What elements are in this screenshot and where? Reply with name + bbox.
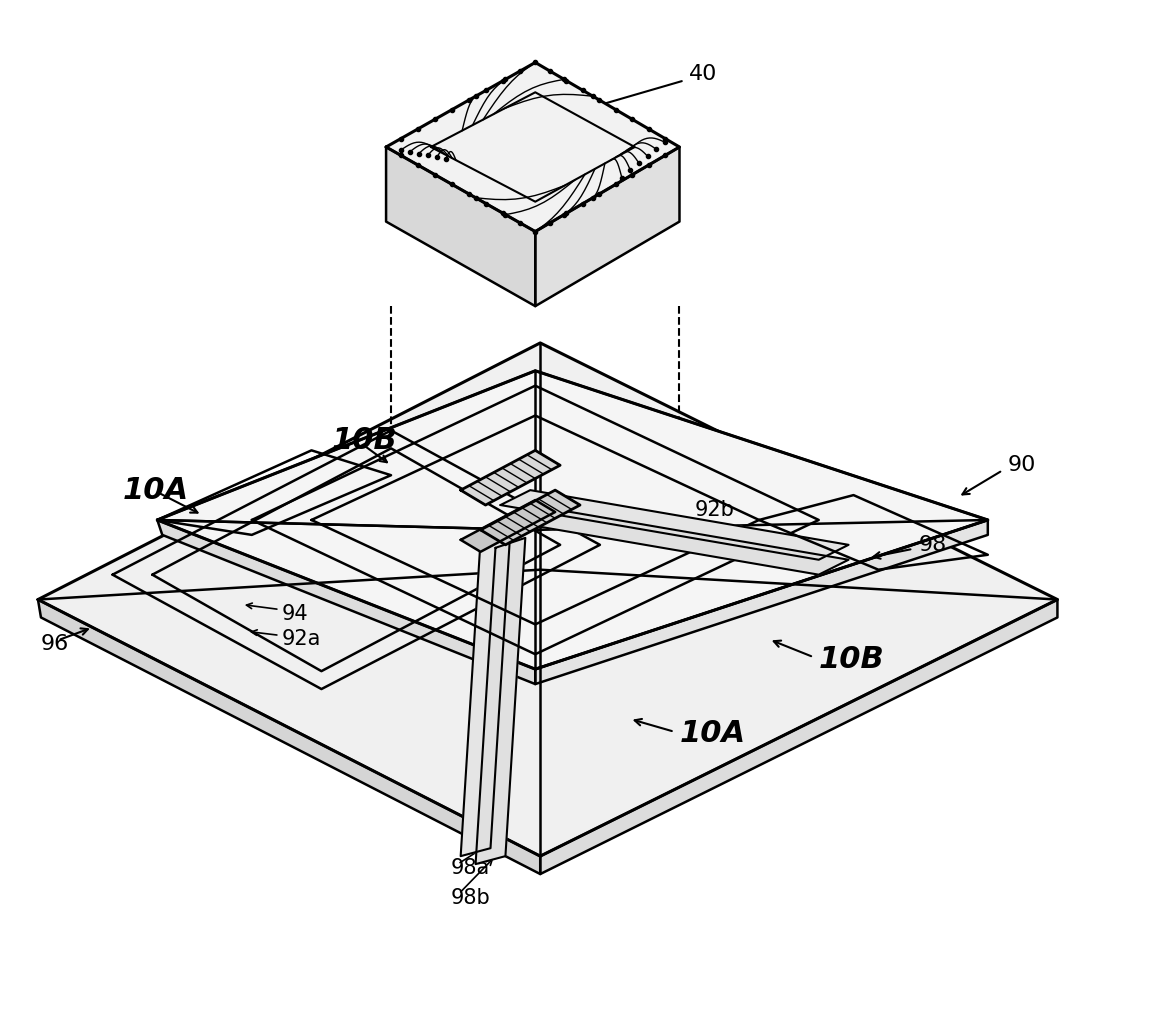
Polygon shape bbox=[475, 538, 526, 865]
Text: 10B: 10B bbox=[819, 645, 884, 673]
Polygon shape bbox=[535, 520, 988, 684]
Polygon shape bbox=[535, 147, 680, 306]
Polygon shape bbox=[460, 500, 555, 552]
Polygon shape bbox=[387, 63, 680, 231]
Text: 10A: 10A bbox=[680, 720, 745, 748]
Polygon shape bbox=[158, 371, 988, 669]
Polygon shape bbox=[500, 505, 849, 575]
Text: 98: 98 bbox=[918, 535, 946, 555]
Text: 98b: 98b bbox=[451, 888, 491, 908]
Text: 10A: 10A bbox=[123, 476, 189, 505]
Polygon shape bbox=[158, 520, 535, 684]
Polygon shape bbox=[541, 599, 1057, 874]
Polygon shape bbox=[387, 147, 535, 306]
Text: 40: 40 bbox=[689, 65, 718, 84]
Text: 96: 96 bbox=[41, 634, 69, 654]
Text: 10B: 10B bbox=[332, 426, 397, 455]
Polygon shape bbox=[460, 450, 561, 505]
Text: 94: 94 bbox=[281, 604, 308, 624]
Text: 90: 90 bbox=[1008, 455, 1036, 475]
Polygon shape bbox=[460, 529, 510, 856]
Text: 98a: 98a bbox=[451, 858, 489, 878]
Polygon shape bbox=[500, 490, 849, 560]
Text: 92a: 92a bbox=[281, 629, 321, 650]
Polygon shape bbox=[480, 490, 580, 545]
Text: 92b: 92b bbox=[695, 500, 735, 520]
Polygon shape bbox=[39, 343, 1057, 856]
Polygon shape bbox=[39, 599, 541, 874]
